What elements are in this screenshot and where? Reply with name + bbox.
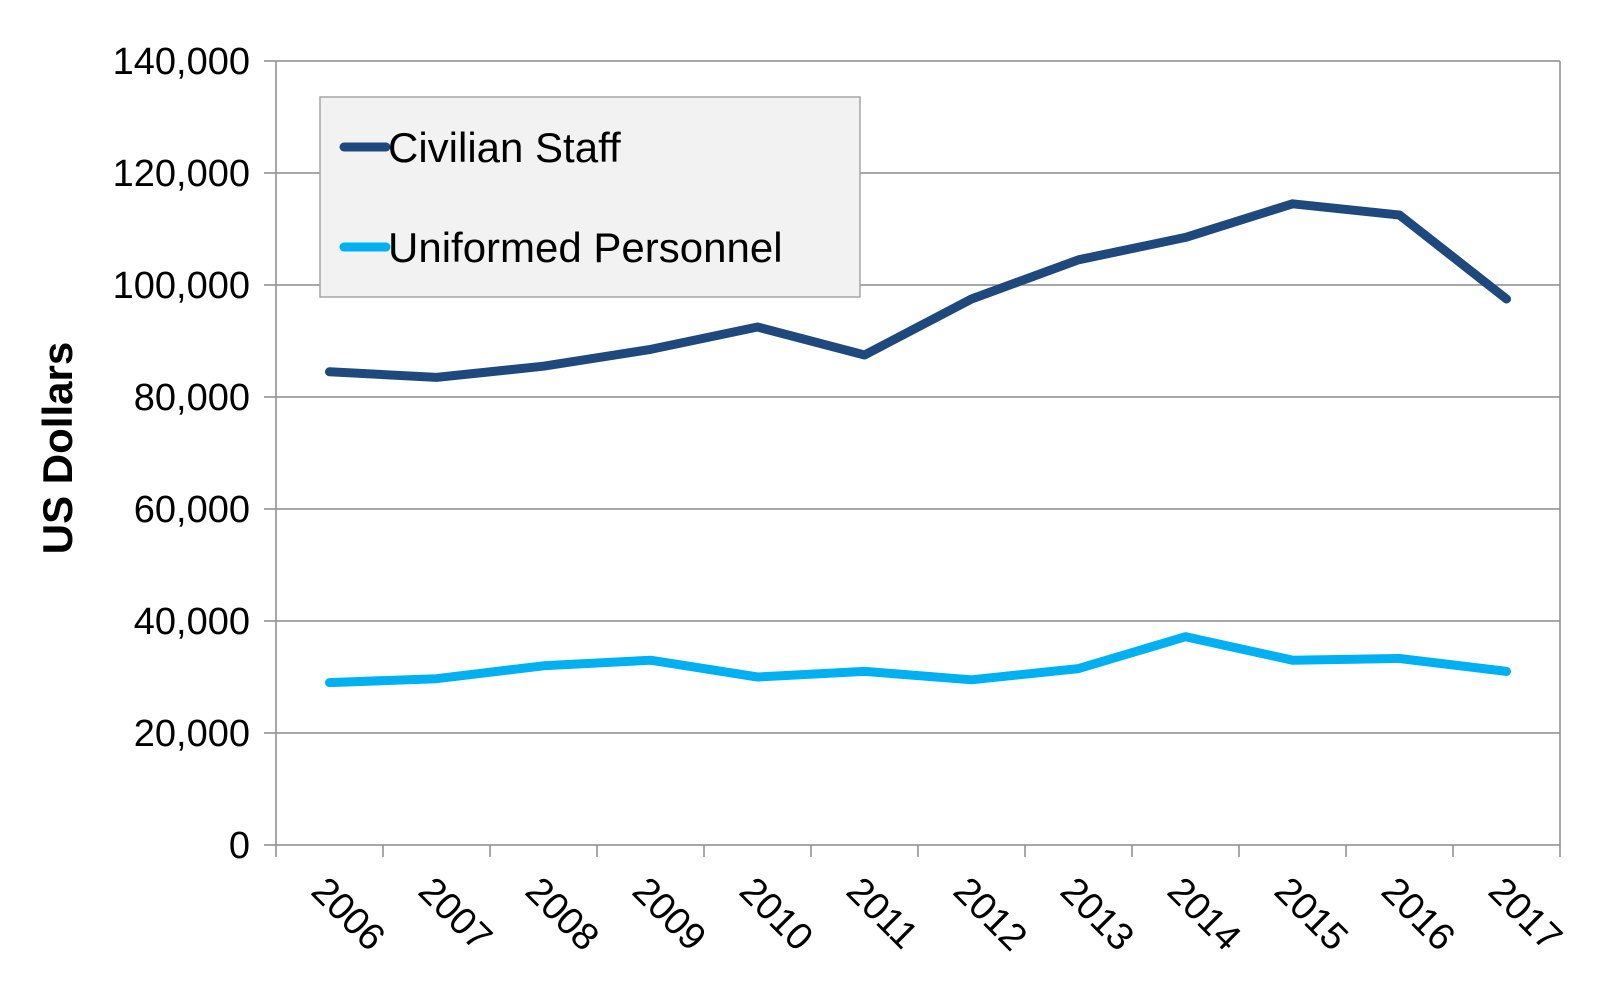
y-tick-label: 0 — [229, 825, 250, 867]
legend-label: Civilian Staff — [388, 124, 621, 171]
x-tick-label: 2016 — [1373, 870, 1462, 959]
y-tick-label: 60,000 — [134, 489, 250, 531]
y-tick-label: 80,000 — [134, 377, 250, 419]
x-tick-label: 2017 — [1480, 870, 1569, 959]
legend: Civilian Staff Uniformed Personnel — [319, 96, 861, 298]
y-tick-label: 100,000 — [113, 265, 250, 307]
y-tick-label: 140,000 — [113, 41, 250, 83]
x-tick-label: 2014 — [1159, 870, 1248, 959]
series-lines — [325, 199, 1511, 688]
x-tick-label: 2010 — [731, 870, 820, 959]
x-tick-label: 2015 — [1266, 870, 1355, 959]
legend-label: Uniformed Personnel — [388, 224, 783, 271]
x-tick-label: 2006 — [303, 870, 392, 959]
series-line-2 — [325, 632, 1511, 688]
series-line-1 — [325, 199, 1511, 382]
x-tick-label: 2007 — [410, 870, 499, 959]
x-tick-label: 2013 — [1052, 870, 1141, 959]
legend-box — [319, 96, 861, 298]
x-tick-label: 2008 — [517, 870, 606, 959]
y-tick-label: 20,000 — [134, 713, 250, 755]
y-axis-title: US Dollars — [34, 342, 81, 554]
x-tick-label: 2009 — [624, 870, 713, 959]
y-tick-label: 120,000 — [113, 153, 250, 195]
y-tick-label: 40,000 — [134, 601, 250, 643]
x-tick-label: 2011 — [838, 870, 925, 957]
x-tick-label: 2012 — [945, 870, 1034, 959]
